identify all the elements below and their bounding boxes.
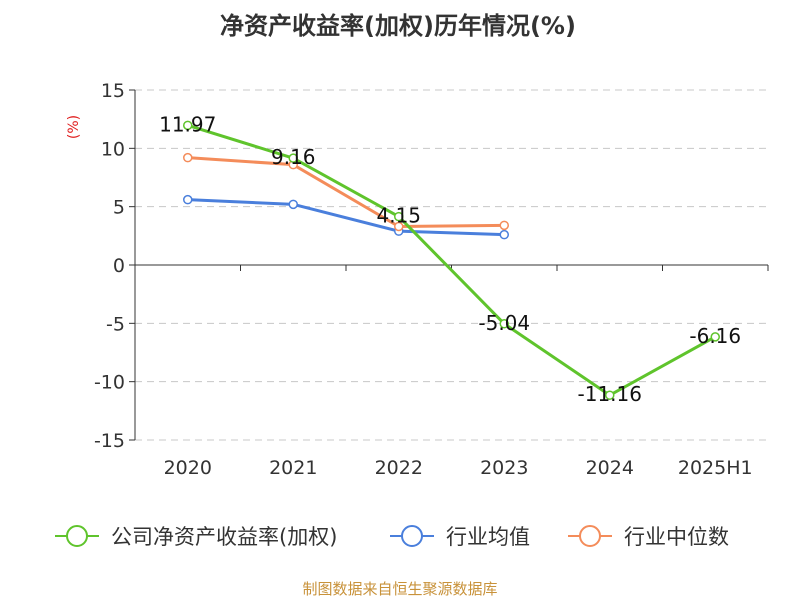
- data-point: [288, 153, 298, 163]
- y-axis-label: (%): [66, 115, 82, 139]
- legend-label: 行业中位数: [624, 525, 729, 549]
- legend-label: 行业均值: [446, 525, 530, 549]
- y-tick-label: 15: [101, 80, 125, 102]
- legend-label: 公司净资产收益率(加权): [111, 525, 337, 549]
- data-point: [394, 221, 404, 232]
- legend-item[interactable]: 行业中位数: [568, 525, 729, 549]
- legend-marker: [66, 525, 88, 547]
- y-tick-label: -5: [106, 313, 125, 335]
- x-tick-label: 2021: [269, 457, 317, 479]
- legend-item[interactable]: 公司净资产收益率(加权): [55, 525, 337, 549]
- series-line: [187, 156, 505, 228]
- data-label: 11.97: [159, 112, 216, 136]
- y-tick-label: 0: [113, 255, 125, 277]
- y-tick-label: -10: [94, 372, 125, 394]
- legend-marker: [401, 525, 423, 547]
- data-label: -11.16: [578, 382, 642, 406]
- x-tick-label: 2022: [375, 457, 423, 479]
- series-line: [187, 123, 716, 397]
- data-point: [183, 152, 193, 163]
- data-label: -6.16: [689, 324, 741, 348]
- data-point: [499, 229, 509, 240]
- data-point: [605, 390, 615, 400]
- x-tick-label: 2020: [164, 457, 212, 479]
- x-tick-label: 2024: [586, 457, 634, 479]
- data-labels: 11.97 9.16 4.15 -5.04 -11.16 -6.16: [159, 112, 741, 406]
- data-label: -5.04: [478, 311, 530, 335]
- tick-labels: 15 10 5 0 -5 -10 -15 2020 2021 2022 2023 2024 2025H1: [94, 80, 753, 479]
- data-point: [710, 332, 720, 342]
- y-tick-label: 5: [113, 197, 125, 219]
- data-point: [288, 199, 298, 210]
- legend-item[interactable]: 行业均值: [390, 525, 530, 549]
- data-point: [394, 211, 404, 222]
- legend[interactable]: 公司净资产收益率(加权) 行业均值 行业中位数: [55, 525, 729, 549]
- x-tick-label: 2023: [480, 457, 528, 479]
- y-tick-label: 10: [101, 138, 125, 160]
- data-point: [499, 319, 509, 329]
- data-point: [183, 194, 193, 205]
- chart-title: 净资产收益率(加权)历年情况(%): [220, 12, 576, 40]
- source-note: 制图数据来自恒生聚源数据库: [302, 580, 497, 598]
- axes: [129, 89, 769, 441]
- data-point: [183, 120, 193, 131]
- grid-lines: [135, 89, 768, 441]
- y-tick-label: -15: [94, 430, 125, 452]
- data-label: 4.15: [376, 204, 421, 228]
- series-line: [187, 198, 505, 237]
- data-point: [499, 220, 509, 231]
- data-label: 9.16: [271, 145, 316, 169]
- legend-marker: [579, 525, 601, 547]
- x-tick-label: 2025H1: [678, 457, 753, 479]
- series-lines: [183, 120, 720, 400]
